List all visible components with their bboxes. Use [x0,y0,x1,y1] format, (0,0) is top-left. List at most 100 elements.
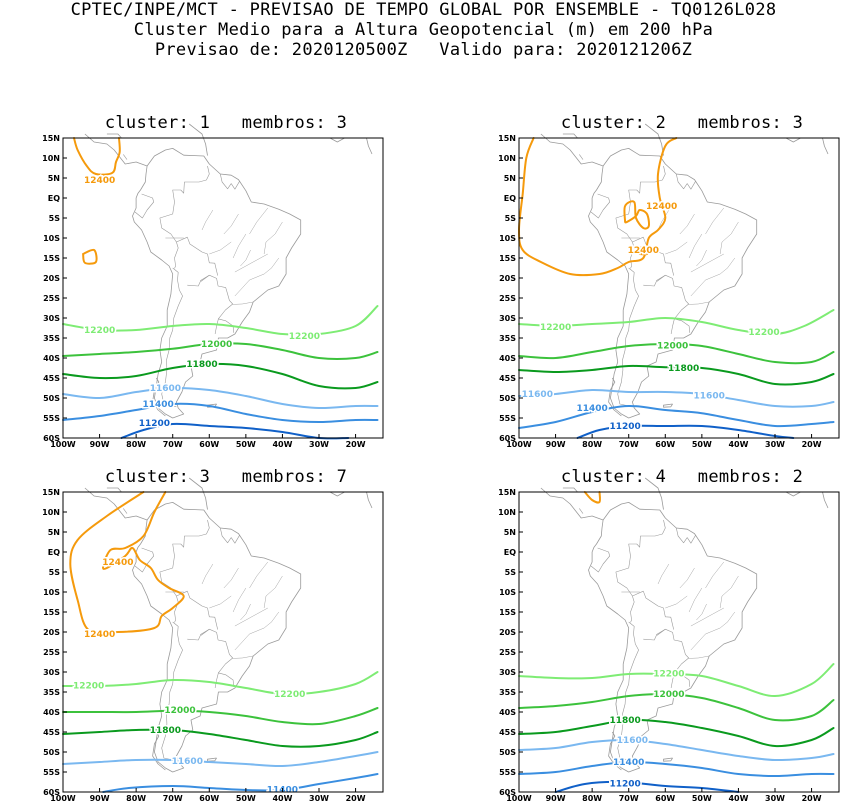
lat-tick-label: 15S [43,608,60,617]
contour-line-12000 [518,342,835,365]
contour-11800: 11800 [518,363,835,386]
coastline [366,491,373,509]
coastline [785,137,801,143]
lat-tick-label: 30S [43,314,60,323]
contour-12200: 12200 12200 [62,305,379,344]
panel-4-title: cluster: 4 membros: 2 [560,467,804,487]
lat-tick-label: 30S [499,668,516,677]
lon-tick-label: 40W [272,440,292,449]
contour-line-12200 [62,671,379,696]
lat-tick-label: EQ [504,194,516,203]
state-border [719,257,735,275]
contour-label: 11800 [150,726,181,736]
geography [540,477,829,773]
contour-line-11200 [554,780,740,793]
lon-tick-label: 90W [546,794,566,803]
contour-11800: 11800 [62,725,379,748]
contour-11800: 11800 [62,359,379,390]
state-border [679,567,695,589]
contour-line-11200 [576,424,795,439]
coastline [663,757,673,762]
country-border [134,547,154,573]
contour-label: 12000 [164,706,195,716]
lat-tick-label: 15N [42,488,60,497]
lat-tick-label: 30S [499,314,516,323]
lon-tick-label: 70W [619,440,639,449]
state-border [705,207,724,235]
lat-tick-label: 60S [499,788,516,797]
contour-line-12200 [518,309,835,336]
lat-tick-label: 55S [43,414,60,423]
contour-line-11600 [518,388,835,408]
lon-tick-label: 40W [728,440,748,449]
state-border [232,233,247,259]
contour-line-12000 [62,707,379,726]
lon-tick-label: 100W [506,794,532,803]
state-border [688,587,703,613]
lon-axis: 100W 90W 80W 70W 60W 50W 40W 30W 20W [506,788,822,803]
lon-tick-label: 20W [346,794,366,803]
contour-label: 11600 [522,390,553,400]
coastline [562,487,578,493]
lat-tick-label: 5N [504,528,516,537]
lat-axis: 15N 10N 5N EQ 5S 10S 15S 20S 25S 30S 35S 40S 45S 50S 5… [498,134,523,443]
state-border [223,213,239,235]
coastline [132,148,302,419]
lat-tick-label: 45S [43,374,60,383]
lon-tick-label: 100W [50,794,76,803]
lon-tick-label: 60W [655,794,675,803]
lon-tick-label: 30W [309,440,329,449]
state-border [223,567,239,589]
coastline [106,133,122,139]
lat-tick-label: 40S [43,354,60,363]
coastline [329,491,345,497]
state-border [209,241,232,255]
lon-axis: 100W 90W 80W 70W 60W 50W 40W 30W 20W [506,434,822,449]
lat-tick-label: 5N [48,528,60,537]
lat-tick-label: 40S [499,354,516,363]
contour-label: 12200 [748,328,779,338]
coastline [188,123,208,156]
lat-tick-label: 55S [43,768,60,777]
state-border [263,575,283,609]
contour-line-11400 [62,402,379,424]
panel-3-title: cluster: 3 membros: 7 [104,467,348,487]
lat-tick-label: 10N [498,154,516,163]
coastline [608,731,622,771]
country-border [674,318,691,333]
contour-11400: 11400 [518,757,835,778]
map-frame [518,137,840,439]
lon-tick-label: 80W [582,440,602,449]
state-border [688,655,710,659]
coastline [644,123,664,156]
lon-tick-label: 50W [236,440,256,449]
coastline [562,133,578,139]
contour-label: 12400 [646,202,677,212]
country-border [579,508,584,514]
lat-tick-label: 50S [43,394,60,403]
contour-11200: 11200 [576,421,795,439]
country-border [174,241,179,269]
state-border [234,627,265,651]
contour-line-11800 [518,718,835,748]
state-border [665,241,688,255]
state-border [688,233,703,259]
contour-11600: 11600 [518,735,835,762]
state-border [263,221,283,255]
contour-label: 11200 [609,779,640,789]
contour-label: 12200 [540,323,571,333]
contour-line-12400 [73,137,121,176]
contour-label: 12200 [84,326,115,336]
lon-tick-label: 20W [802,440,822,449]
contour-label: 12200 [274,690,305,700]
coastline [366,137,373,155]
lat-axis: 15N 10N 5N EQ 5S 10S 15S 20S 25S 30S 35S 40S 45S 50S 5… [42,134,67,443]
lat-tick-label: 15S [499,608,516,617]
contour-11400: 11400 [62,399,379,424]
panel-1-map: 12400 12200 12200 12000 11800 11600 11400 11200… [42,123,384,449]
contour-11200: 11200 [554,778,740,793]
lat-tick-label: 40S [499,708,516,717]
country-border [199,274,210,282]
lat-tick-label: 10N [42,508,60,517]
state-border [705,561,724,589]
